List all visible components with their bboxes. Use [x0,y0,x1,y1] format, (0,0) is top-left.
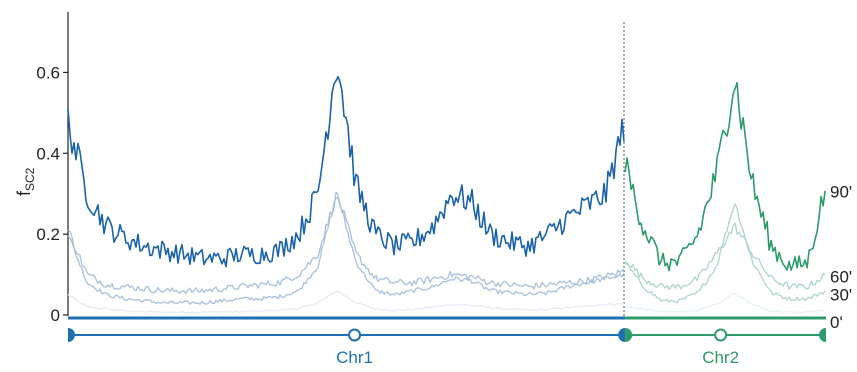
y-tick-label-0: 0 [51,306,60,325]
y-axis-label-sub: SC2 [23,167,37,191]
y-axis-label: fSC2 [14,167,37,196]
series-3-chr1-line [67,76,625,268]
axes: fSC2 [14,12,69,316]
series-1-chr2-line [624,203,826,304]
y-tick-label-1: 0.2 [36,225,60,244]
chr-1-label: Chr1 [336,348,373,367]
chr-1-start-cap [68,328,75,342]
series-label-0: 0' [830,313,843,332]
series-0-chr2-line [624,293,826,314]
y-tick-label-3: 0.6 [36,63,60,82]
chr-1-centromere [348,328,362,342]
series-label-3: 90' [830,183,852,202]
chromosome-track: Chr1 Chr2 [68,316,826,367]
series-2-chr2-line [624,222,826,291]
series-1-chr1-line [67,197,625,305]
series-label-1: 30' [830,286,852,305]
series-label-2: 60' [830,268,852,287]
y-tick-label-2: 0.4 [36,144,60,163]
chr-1-end-cap [618,328,626,342]
chr-2-label: Chr2 [702,348,739,367]
series-2-chr1-line [67,191,625,295]
ticks-layer: 0 0.2 0.4 0.6 [36,63,68,325]
series-labels: 0' 30'60' 90' [830,183,852,333]
series-0-chr1-line [67,290,624,314]
y-axis-label-main: f [14,190,34,196]
chr-2-end-cap [819,328,826,342]
chr-2-centromere [714,328,728,342]
series-3-chr2-line [624,81,826,272]
chr-2-start-cap [625,328,633,342]
series-layer [67,76,826,314]
